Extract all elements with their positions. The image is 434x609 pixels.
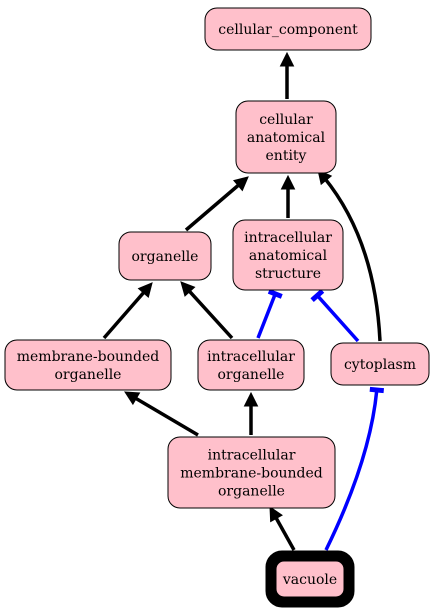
node-label-line: structure — [255, 266, 321, 282]
arrow-head-icon — [243, 391, 259, 407]
is-a-edge-line — [186, 287, 234, 340]
node-label-line: cytoplasm — [344, 357, 416, 373]
tee-head-icon — [267, 288, 283, 299]
arrow-head-icon — [232, 176, 249, 192]
node-intracellular-anatomical-structure[interactable]: intracellular anatomical structure — [232, 219, 344, 291]
part-of-edge-line — [316, 294, 360, 343]
arrow-head-icon — [269, 506, 283, 523]
node-box — [118, 231, 212, 281]
arrow-head-icon — [124, 391, 141, 406]
node-membrane-bounded-organelle[interactable]: membrane-bounded organelle — [4, 339, 172, 391]
nodes-layer: cellular_component cellular anatomical enti… — [4, 7, 430, 608]
is-a-edge-line — [273, 514, 296, 551]
part-of-edge-line — [256, 293, 277, 339]
arrow-head-icon — [137, 282, 153, 298]
edge-intracellular_anatomical_structure-to-cellular_anatomical_entity — [280, 174, 296, 218]
node-label-line: anatomical — [247, 130, 326, 146]
node-label-line: intracellular — [244, 230, 332, 246]
node-intracellular-organelle[interactable]: intracellular organelle — [197, 339, 305, 391]
node-box — [4, 339, 172, 391]
node-label-line: cellular — [259, 112, 313, 128]
edge-cytoplasm-to-intracellular_anatomical_structure — [310, 288, 360, 343]
node-label-line: intracellular — [207, 349, 295, 365]
edge-vacuole-to-cytoplasm — [324, 386, 385, 551]
node-vacuole[interactable]: vacuole — [265, 550, 355, 608]
node-label-line: anatomical — [249, 248, 328, 264]
arrow-head-icon — [180, 281, 196, 297]
is-a-edge-line — [184, 181, 242, 232]
is-a-edge-line — [322, 176, 382, 342]
arrow-head-icon — [279, 51, 295, 67]
edge-cellular_anatomical_entity-to-cellular_component — [279, 51, 295, 99]
edge-intracellular_organelle-to-intracellular_anatomical_structure — [256, 288, 283, 339]
edge-vacuole-to-intracellular_membrane_bounded_organelle — [269, 506, 296, 551]
node-box — [235, 100, 337, 174]
node-label-line: membrane-bounded — [180, 466, 323, 482]
node-box — [204, 7, 372, 51]
node-label-line: membrane-bounded — [17, 349, 160, 365]
node-box — [167, 436, 336, 509]
arrow-head-icon — [280, 174, 296, 190]
edge-intracellular_membrane_bounded_organelle-to-intracellular_organelle — [243, 391, 259, 435]
node-label-line: intracellular — [208, 448, 296, 464]
node-cytoplasm[interactable]: cytoplasm — [330, 342, 430, 386]
node-label-line: vacuole — [282, 572, 337, 588]
edge-organelle-to-cellular_anatomical_entity — [184, 176, 249, 232]
node-label-line: cellular_component — [218, 22, 358, 38]
node-cellular-anatomical-entity[interactable]: cellular anatomical entity — [235, 100, 337, 174]
node-label-line: organelle — [55, 367, 122, 383]
tee-head-icon — [369, 386, 385, 394]
node-label-line: organelle — [218, 484, 285, 500]
node-label-line: entity — [266, 148, 307, 164]
is-a-edge-line — [132, 395, 199, 437]
edge-membrane_bounded_organelle-to-organelle — [102, 282, 153, 340]
node-label-line: organelle — [218, 367, 285, 383]
edge-intracellular_organelle-to-organelle — [180, 281, 234, 340]
node-organelle[interactable]: organelle — [118, 231, 212, 281]
node-box — [232, 219, 344, 291]
node-box — [197, 339, 305, 391]
edge-intracellular_membrane_bounded_organelle-to-membrane_bounded_organelle — [124, 391, 199, 437]
is-a-edge-line — [102, 289, 148, 340]
node-cellular-component[interactable]: cellular_component — [204, 7, 372, 51]
node-box — [275, 560, 345, 598]
node-label-line: organelle — [132, 249, 199, 265]
tee-head-icon — [310, 288, 325, 303]
node-intracellular-membrane-bounded-organelle[interactable]: intracellular membrane-bounded organelle — [167, 436, 336, 509]
part-of-edge-line — [324, 390, 379, 551]
node-box — [330, 342, 430, 386]
